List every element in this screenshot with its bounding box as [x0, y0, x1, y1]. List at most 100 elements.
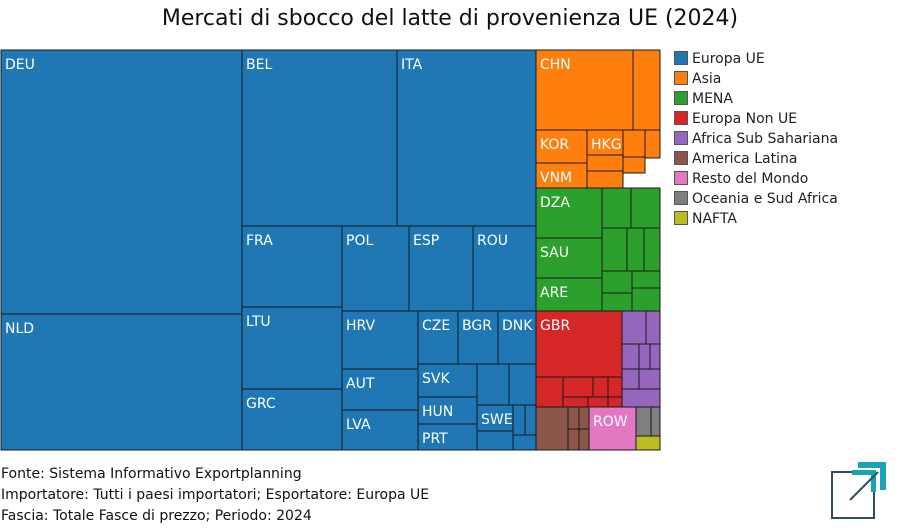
treemap-cell [601, 187, 632, 229]
legend-label: Europa Non UE [692, 111, 798, 127]
treemap-label-deu: DEU [5, 57, 35, 73]
treemap-cell [592, 376, 609, 398]
treemap-cell-gbr [535, 310, 623, 378]
treemap-cell [632, 49, 661, 131]
treemap-cell [524, 404, 537, 436]
treemap-cell [635, 435, 661, 451]
treemap-label-dnk: DNK [502, 318, 533, 334]
treemap-cell [630, 187, 661, 229]
treemap-label-prt: PRT [422, 431, 448, 447]
treemap-label-kor: KOR [540, 137, 569, 153]
legend-label: Africa Sub Sahariana [692, 131, 839, 147]
treemap-label-gbr: GBR [540, 318, 570, 334]
treemap-label-chn: CHN [540, 57, 571, 73]
treemap-label-hun: HUN [422, 404, 453, 420]
treemap-label-vnm: VNM [540, 170, 572, 186]
chart-title: Mercati di sbocco del latte di provenien… [161, 6, 739, 31]
legend-swatch [674, 191, 688, 205]
treemap-cell [586, 170, 624, 189]
treemap-label-ita: ITA [401, 57, 423, 73]
treemap-cell-nld [0, 313, 243, 451]
legend-label: Oceania e Sud Africa [692, 191, 838, 207]
treemap-cell [535, 376, 564, 408]
treemap-cell [650, 406, 661, 437]
treemap-cell-deu [0, 49, 243, 315]
treemap-label-grc: GRC [246, 396, 276, 412]
legend-item: Europa UE [674, 50, 838, 70]
legend-swatch [674, 91, 688, 105]
treemap-label-swe: SWE [481, 412, 513, 428]
treemap-cell-lva [341, 409, 419, 451]
legend-item: Resto del Mondo [674, 170, 838, 190]
legend-swatch [674, 171, 688, 185]
treemap-cell-bel [241, 49, 398, 227]
treemap-label-sau: SAU [540, 245, 569, 261]
treemap-cell-bgr [457, 310, 499, 365]
treemap-cell [645, 310, 661, 345]
footer-source: Fonte: Sistema Informativo Exportplannin… [1, 466, 302, 482]
treemap-label-ltu: LTU [246, 314, 271, 330]
legend-swatch [674, 111, 688, 125]
treemap-cell [601, 270, 633, 294]
treemap-cell [535, 406, 569, 451]
footer: Fonte: Sistema Informativo Exportplannin… [1, 464, 429, 527]
legend-item: Oceania e Sud Africa [674, 190, 838, 210]
treemap-label-bgr: BGR [462, 318, 492, 334]
legend-swatch [674, 131, 688, 145]
legend-label: NAFTA [692, 211, 737, 227]
treemap-cell [512, 404, 526, 436]
treemap-label-bel: BEL [246, 57, 272, 73]
treemap-cell [622, 156, 646, 174]
treemap-label-rou: ROU [477, 233, 508, 249]
footer-importer: Importatore: Tutti i paesi importatori; … [1, 487, 430, 503]
legend-label: Europa UE [692, 51, 765, 67]
treemap-cell [643, 227, 661, 272]
treemap-cell [649, 343, 661, 370]
treemap-cell [621, 368, 640, 390]
legend-label: Resto del Mondo [692, 171, 809, 187]
treemap-cell [476, 430, 514, 451]
treemap-cell [621, 343, 640, 370]
treemap-cell [607, 396, 623, 408]
treemap-cell-kor [535, 129, 588, 164]
footer-range: Fascia: Totale Fasce di prezzo; Periodo:… [1, 508, 312, 524]
legend: Europa UE Asia MENA Europa Non UE Africa Sub… [674, 50, 838, 230]
treemap-label-hrv: HRV [346, 318, 375, 334]
legend-item: NAFTA [674, 210, 838, 230]
treemap-label-nld: NLD [5, 321, 34, 337]
treemap-cell [631, 270, 661, 289]
treemap-label-dza: DZA [540, 195, 570, 211]
treemap-cell-rou [472, 225, 537, 312]
treemap-cell [587, 396, 609, 408]
treemap-cell [512, 434, 537, 451]
legend-item: MENA [674, 90, 838, 110]
treemap-cell [586, 154, 624, 172]
legend-label: Asia [692, 71, 722, 87]
treemap-label-fra: FRA [246, 233, 273, 249]
legend-item: America Latina [674, 150, 838, 170]
exportplanning-logo [831, 462, 886, 519]
treemap-cell [601, 227, 628, 272]
treemap-cell [626, 227, 645, 272]
treemap-cell [578, 428, 590, 451]
treemap-label-pol: POL [346, 233, 373, 249]
treemap-cell [508, 363, 537, 406]
treemap-cell-chn [535, 49, 634, 131]
treemap-cell [601, 292, 633, 312]
treemap-cell [562, 396, 589, 408]
legend-swatch [674, 51, 688, 65]
treemap-cell [621, 388, 661, 408]
treemap-cell-grc [241, 388, 343, 451]
treemap-cell [621, 310, 647, 345]
legend-item: Africa Sub Sahariana [674, 130, 838, 150]
treemap-cell [622, 129, 646, 158]
treemap-cell-esp [408, 225, 474, 312]
treemap-cell [607, 376, 623, 398]
treemap-cell-cze [417, 310, 459, 365]
legend-swatch [674, 151, 688, 165]
treemap-cell-hrv [341, 310, 419, 370]
treemap-cell [476, 363, 510, 406]
treemap-label-are: ARE [540, 285, 568, 301]
legend-item: Europa Non UE [674, 110, 838, 130]
treemap-cell-prt [417, 423, 478, 451]
